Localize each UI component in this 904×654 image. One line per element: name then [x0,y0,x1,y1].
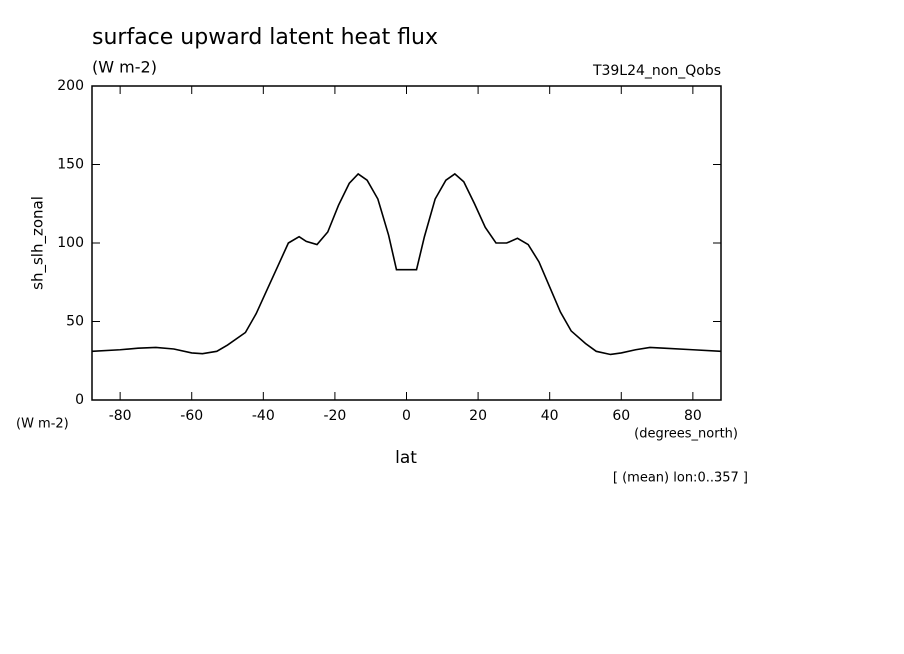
x-axis-label: lat [395,448,417,468]
x-tick-label: 0 [402,408,411,424]
y-tick-label: 50 [66,314,84,330]
x-tick-label: -60 [180,408,203,424]
x-tick-label: 20 [469,408,487,424]
y-axis-label: sh_slh_zonal [29,196,48,290]
plot-frame [91,85,722,401]
x-unit-label: (degrees_north) [634,427,738,442]
x-tick-label: -20 [323,408,346,424]
x-tick-label: 80 [684,408,702,424]
y-unit-label: (W m-2) [16,417,69,432]
y-tick-label: 100 [57,235,84,251]
x-tick-label: 60 [612,408,630,424]
experiment-label: T39L24_non_Qobs [592,63,721,79]
y-tick-label: 0 [75,392,84,408]
y-tick-label: 150 [57,157,84,173]
chart-subtitle: (W m-2) [92,58,157,77]
note: [ (mean) lon:0..357 ] [613,471,748,486]
x-tick-label: -80 [109,408,132,424]
y-tick-label: 200 [57,78,84,94]
data-line [91,172,722,356]
x-tick-label: -40 [252,408,275,424]
chart-title: surface upward latent heat flux [92,25,438,50]
x-tick-label: 40 [541,408,559,424]
